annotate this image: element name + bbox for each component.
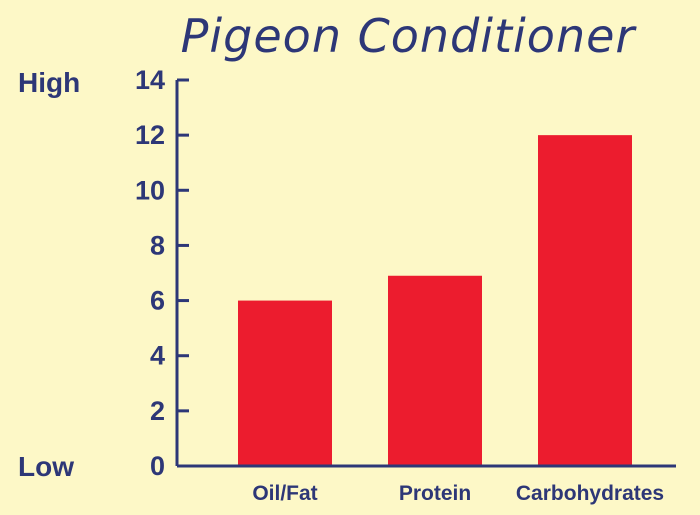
- bar-oil-fat: [238, 300, 332, 466]
- x-axis-labels: Oil/Fat Protein Carbohydrates: [252, 482, 664, 505]
- y-tick-label-4: 4: [150, 341, 165, 371]
- chart-title: Pigeon Conditioner: [181, 9, 638, 63]
- bar-carbohydrates: [538, 135, 632, 466]
- y-tick-label-8: 8: [150, 230, 165, 260]
- y-tick-label-6: 6: [150, 286, 165, 316]
- y-tick-label-14: 14: [135, 65, 165, 95]
- y-tick-label-12: 12: [135, 120, 165, 150]
- y-axis-high-label: High: [18, 67, 80, 98]
- bar-protein: [388, 275, 482, 466]
- y-axis-low-label: Low: [18, 451, 74, 482]
- y-axis-ticks: 0 2 4 6 8 10 12 14: [135, 65, 189, 481]
- y-tick-label-10: 10: [135, 175, 165, 205]
- y-tick-label-2: 2: [150, 396, 165, 426]
- x-category-label-protein: Protein: [399, 482, 471, 505]
- x-category-label-carbohydrates: Carbohydrates: [516, 482, 664, 505]
- y-tick-label-0: 0: [150, 451, 165, 481]
- bars-group: [238, 135, 632, 466]
- x-category-label-oil-fat: Oil/Fat: [252, 482, 317, 505]
